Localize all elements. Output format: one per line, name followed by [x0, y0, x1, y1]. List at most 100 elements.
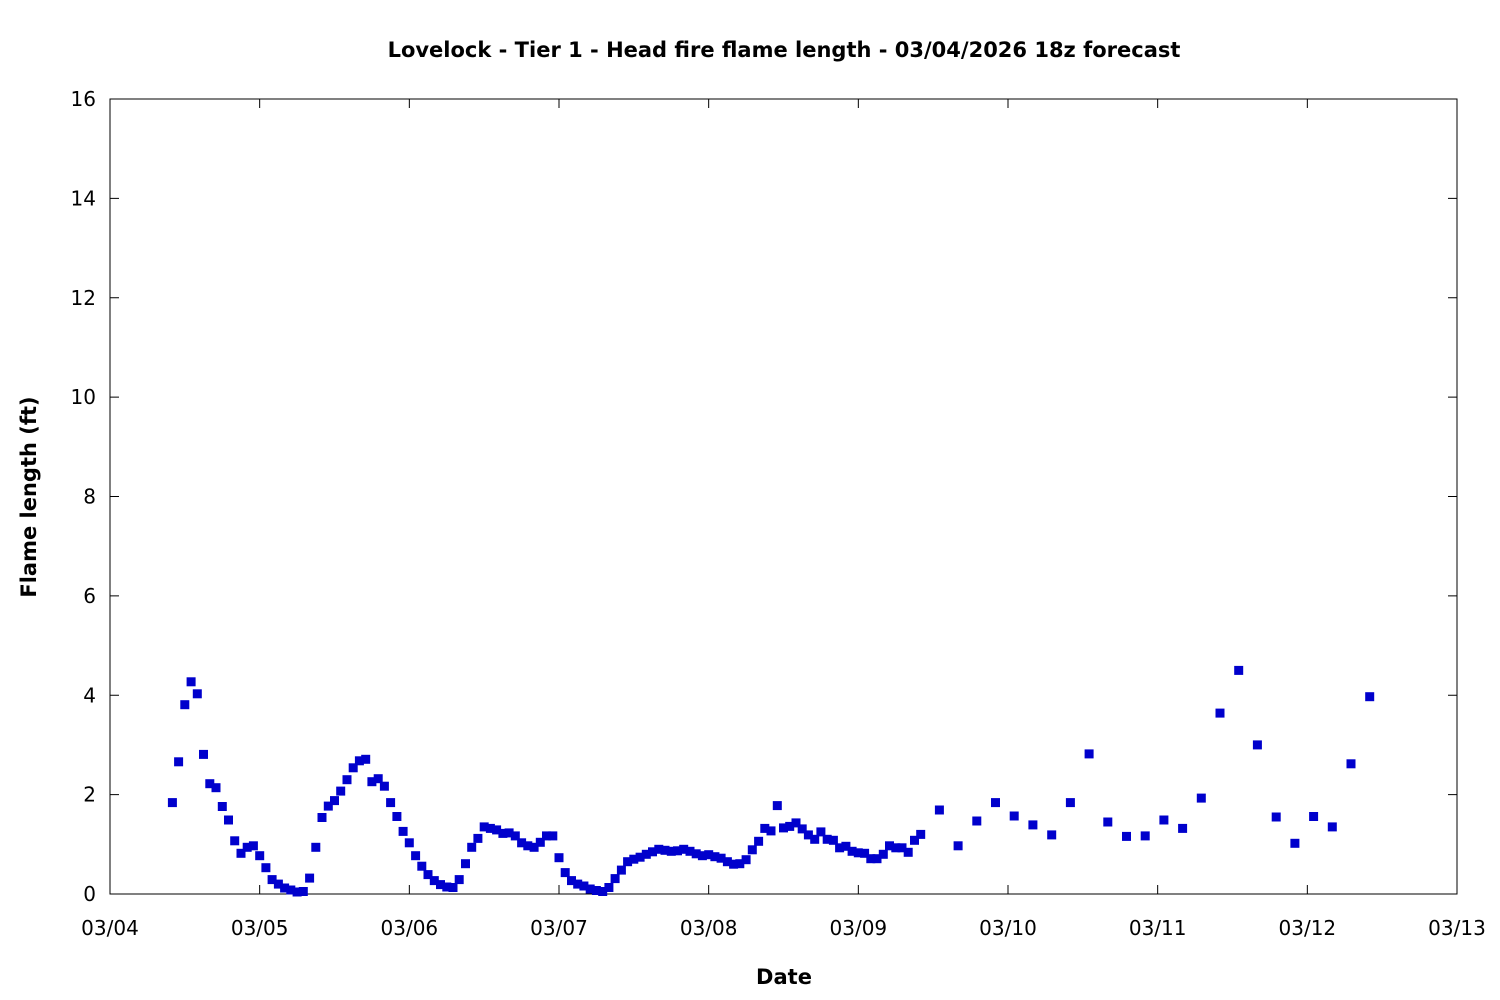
data-point: [1271, 812, 1281, 822]
x-tick-label: 03/06: [381, 916, 439, 940]
data-point: [348, 763, 358, 773]
y-tick-label: 6: [83, 584, 96, 608]
data-point: [835, 843, 845, 853]
data-point: [691, 849, 701, 859]
data-point: [785, 821, 795, 831]
data-point: [741, 855, 751, 865]
data-point: [735, 859, 745, 869]
x-tick-label: 03/05: [231, 916, 289, 940]
data-point: [404, 838, 414, 848]
data-point: [1084, 749, 1094, 759]
data-point: [697, 851, 707, 861]
chart-title: Lovelock - Tier 1 - Head fire flame leng…: [388, 38, 1181, 62]
data-point: [841, 841, 851, 851]
x-tick-label: 03/08: [680, 916, 738, 940]
y-axis: 0 2 4 6 8 10 12 14 16: [71, 87, 1457, 906]
data-point: [286, 885, 296, 895]
x-tick-label: 03/04: [81, 916, 139, 940]
data-point: [710, 852, 720, 862]
data-point: [766, 826, 776, 836]
data-point: [485, 823, 495, 833]
data-point: [1290, 838, 1300, 848]
y-tick-label: 16: [71, 87, 96, 111]
data-point: [367, 777, 377, 787]
data-point: [585, 884, 595, 894]
data-point: [1047, 830, 1057, 840]
data-point: [704, 850, 714, 860]
data-point: [803, 830, 813, 840]
data-point: [398, 826, 408, 836]
data-point: [186, 677, 196, 687]
data-point: [885, 841, 894, 851]
data-point: [722, 857, 732, 867]
data-point: [822, 834, 832, 844]
data-point: [211, 783, 221, 793]
data-point: [610, 874, 620, 884]
data-point: [797, 824, 807, 834]
data-point: [236, 848, 246, 858]
data-point: [1009, 811, 1019, 821]
data-point: [461, 859, 470, 869]
data-point: [504, 828, 514, 838]
data-point: [1065, 798, 1075, 808]
data-point: [860, 848, 870, 858]
y-tick-label: 2: [83, 783, 96, 807]
data-point: [591, 886, 601, 895]
data-point: [641, 849, 651, 859]
data-point: [567, 876, 576, 886]
data-point: [454, 875, 464, 885]
data-point: [554, 853, 564, 863]
data-point: [660, 845, 670, 855]
data-point: [654, 844, 664, 854]
data-point: [953, 841, 963, 851]
data-point: [535, 837, 545, 847]
y-tick-label: 0: [83, 882, 96, 906]
data-point: [517, 838, 527, 848]
data-point: [248, 841, 258, 851]
data-point: [292, 887, 302, 897]
y-axis-label: Flame length (ft): [17, 396, 41, 597]
data-point: [1122, 831, 1131, 841]
data-point: [579, 881, 589, 891]
data-point: [1140, 831, 1150, 841]
data-point: [473, 833, 483, 843]
data-point: [330, 796, 339, 806]
data-point: [317, 813, 327, 822]
data-point: [323, 801, 333, 811]
data-point: [903, 847, 913, 857]
data-point: [747, 845, 757, 855]
data-point: [205, 779, 215, 789]
data-point: [853, 848, 863, 858]
data-point: [442, 882, 452, 892]
data-point: [386, 798, 396, 808]
data-point: [972, 816, 982, 826]
data-point: [1365, 692, 1375, 702]
data-point: [479, 822, 489, 832]
data-point: [448, 883, 458, 892]
data-point: [604, 883, 614, 892]
data-point: [716, 853, 726, 863]
data-point: [629, 854, 639, 864]
x-axis-label: Date: [756, 965, 812, 989]
x-axis: 03/04 03/05 03/06 03/07 03/08 03/09 03/10 03/11…: [81, 99, 1486, 940]
data-point: [673, 846, 682, 856]
data-point: [679, 844, 689, 854]
data-point: [417, 861, 427, 871]
data-point: [224, 815, 233, 825]
data-point: [199, 749, 208, 759]
data-point: [779, 823, 788, 833]
data-point: [542, 831, 551, 841]
data-point: [816, 827, 826, 837]
data-point: [174, 757, 184, 767]
data-point: [866, 854, 876, 864]
data-point: [878, 849, 888, 859]
data-point: [897, 843, 907, 853]
x-tick-label: 03/13: [1428, 916, 1486, 940]
data-point: [1215, 708, 1225, 718]
data-point: [1346, 759, 1356, 769]
data-point: [548, 831, 558, 841]
data-point: [872, 854, 882, 864]
data-point: [1234, 665, 1244, 675]
data-point: [916, 829, 926, 839]
